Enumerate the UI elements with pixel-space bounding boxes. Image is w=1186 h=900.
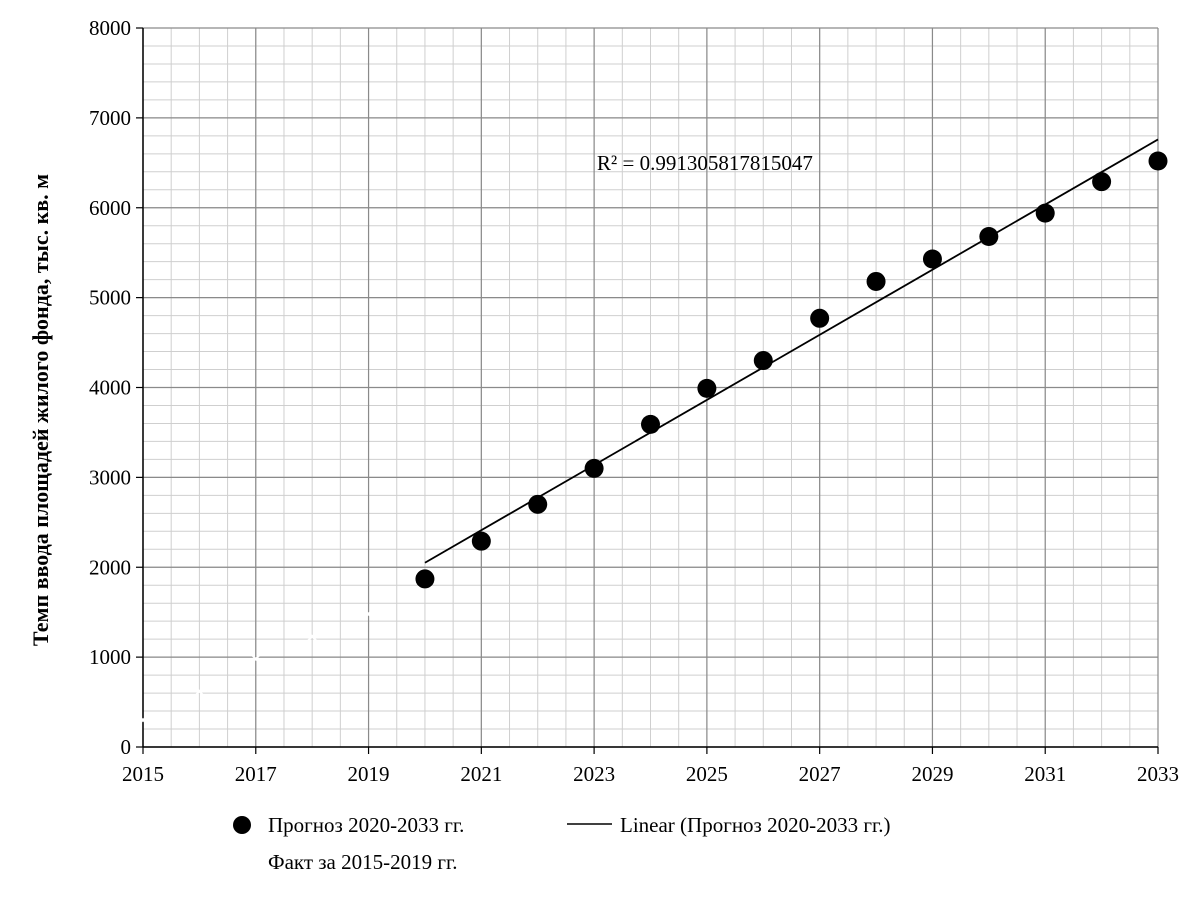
legend: Прогноз 2020-2033 гг. Linear (Прогноз 20… [233, 813, 890, 874]
y-tick-label: 6000 [89, 196, 131, 220]
x-tick-label: 2027 [799, 762, 841, 786]
y-axis-title: Темп ввода площадей жилого фонда, тыс. к… [28, 174, 53, 646]
r-squared-annotation: R² = 0.991305817815047 [597, 151, 813, 175]
x-tick-label: 2015 [122, 762, 164, 786]
x-tick-label: 2029 [911, 762, 953, 786]
x-tick-label: 2021 [460, 762, 502, 786]
forecast-point [471, 531, 491, 551]
legend-label-fact: Факт за 2015-2019 гг. [268, 850, 457, 874]
legend-marker-forecast [233, 816, 251, 834]
y-tick-label: 3000 [89, 465, 131, 489]
forecast-point [866, 271, 886, 291]
legend-label-linear: Linear (Прогноз 2020-2033 гг.) [620, 813, 890, 837]
forecast-point [697, 378, 717, 398]
y-tick-label: 0 [121, 735, 132, 759]
trendline [424, 138, 1159, 564]
forecast-point [528, 494, 548, 514]
trendline-group [424, 138, 1159, 564]
x-tick-labels: 2015 2017 2019 2021 2023 2025 2027 2029 2031 2033 [122, 762, 1179, 786]
legend-label-forecast: Прогноз 2020-2033 гг. [268, 813, 464, 837]
y-tick-label: 4000 [89, 376, 131, 400]
forecast-point [415, 569, 435, 589]
fact-point [305, 629, 319, 644]
fact-point [192, 684, 207, 698]
x-tick-label: 2017 [235, 762, 277, 786]
fact-point [136, 713, 150, 727]
x-tick-label: 2031 [1024, 762, 1066, 786]
y-tick-label: 1000 [89, 645, 131, 669]
forecast-point [1148, 151, 1168, 171]
x-tick-label: 2023 [573, 762, 615, 786]
y-tick-label: 5000 [89, 286, 131, 310]
axes [136, 27, 1159, 754]
y-tick-label: 2000 [89, 555, 131, 579]
forecast-point [810, 308, 830, 328]
fact-point [361, 607, 376, 621]
y-tick-labels: 0 1000 2000 3000 4000 5000 6000 7000 8000 [89, 16, 131, 759]
fact-point [249, 652, 263, 666]
forecast-point [641, 414, 660, 434]
y-tick-label: 7000 [89, 106, 131, 130]
forecast-point [979, 227, 999, 247]
forecast-points [415, 151, 1168, 589]
forecast-point [584, 458, 604, 478]
x-tick-label: 2019 [348, 762, 390, 786]
forecast-point [753, 351, 773, 371]
forecast-point [1035, 203, 1055, 223]
x-tick-label: 2025 [686, 762, 728, 786]
forecast-point [1092, 172, 1112, 192]
fact-points [136, 607, 376, 727]
x-tick-label: 2033 [1137, 762, 1179, 786]
y-tick-label: 8000 [89, 16, 131, 40]
forecast-point [922, 249, 942, 269]
